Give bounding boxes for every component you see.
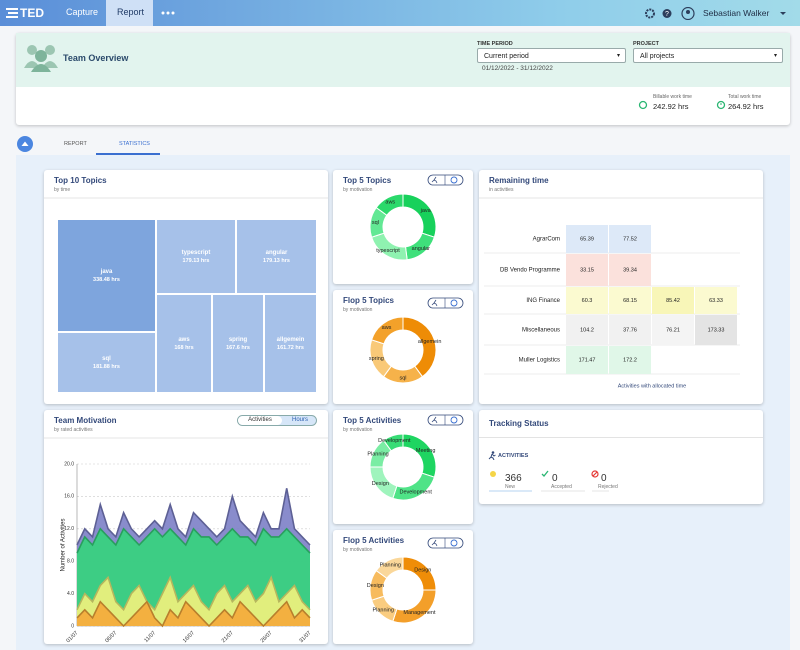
treemap-value: 161.72 hrs xyxy=(277,345,304,351)
treemap-label: typescript xyxy=(182,250,211,256)
row-label: Muller Logistics xyxy=(519,358,560,364)
cell-value: 173.33 xyxy=(708,327,725,333)
donut-label: aws xyxy=(382,325,392,331)
donut-label: Design xyxy=(367,583,384,589)
donut-segment xyxy=(372,233,408,260)
x-tick-label: 26/07 xyxy=(260,630,274,644)
y-tick-label: 4.0 xyxy=(67,591,74,597)
treemap-value: 179.13 hrs xyxy=(183,258,210,264)
cell-value: 60.3 xyxy=(582,298,593,304)
donut-label: Design xyxy=(372,481,389,487)
treemap-value: 168 hrs xyxy=(174,345,193,351)
treemap-value: 179.13 hrs xyxy=(263,258,290,264)
toggle xyxy=(428,298,463,308)
treemap-value: 181.88 hrs xyxy=(93,364,120,370)
cell-value: 39.34 xyxy=(623,267,637,273)
cell-value: 37.76 xyxy=(623,327,637,333)
treemap-value: 167.6 hrs xyxy=(226,345,250,351)
x-tick-label: 16/07 xyxy=(182,630,196,644)
cell-value: 171.47 xyxy=(579,357,596,363)
cell-value: 33.15 xyxy=(580,267,594,273)
toggle xyxy=(428,538,463,548)
row-label: DB Vendo Programme xyxy=(500,268,561,274)
donut-label: Management xyxy=(403,610,436,616)
y-tick-label: 20.0 xyxy=(64,461,74,467)
row-label: Miscellaneous xyxy=(522,328,560,334)
treemap-cell xyxy=(237,220,316,293)
cell-value: 104.2 xyxy=(580,327,594,333)
row-label: ING Finance xyxy=(526,298,560,304)
y-axis-title: Number of Activities xyxy=(61,518,67,571)
y-tick-label: 16.0 xyxy=(64,494,74,500)
donut-label: Design xyxy=(414,568,431,574)
toggle xyxy=(428,415,463,425)
treemap-value: 338.48 hrs xyxy=(93,277,120,283)
treemap-cell xyxy=(157,295,211,392)
cell-value: 65.39 xyxy=(580,236,594,242)
treemap-label: spring xyxy=(229,337,248,343)
donut-segment xyxy=(403,194,436,237)
x-tick-label: 06/07 xyxy=(104,630,118,644)
donut-segment xyxy=(393,473,435,500)
donut-label: spring xyxy=(369,356,384,362)
treemap-label: sql xyxy=(102,356,111,362)
donut-label: aws xyxy=(385,200,395,206)
cell-value: 172.2 xyxy=(623,357,637,363)
treemap-label: aws xyxy=(178,337,190,343)
treemap-label: java xyxy=(100,269,113,275)
x-tick-label: 21/07 xyxy=(221,630,235,644)
donut-label: Planning xyxy=(367,452,388,458)
donut-label: java xyxy=(420,208,432,214)
x-tick-label: 31/07 xyxy=(298,630,312,644)
cell-value: 76.21 xyxy=(666,327,680,333)
row-label: AgrarCom xyxy=(533,237,560,243)
cell-value: 68.15 xyxy=(623,298,637,304)
donut-label: sql xyxy=(399,375,406,381)
cell-value: 63.33 xyxy=(709,298,723,304)
donut-segment xyxy=(403,317,436,377)
y-tick-label: 8.0 xyxy=(67,559,74,565)
donut-label: typescript xyxy=(376,248,400,254)
heatmap-footer: Activities with allocated time xyxy=(618,383,686,389)
treemap-cell xyxy=(157,220,235,293)
x-tick-label: 01/07 xyxy=(65,630,79,644)
donut-label: Planning xyxy=(380,563,401,569)
y-tick-label: 0 xyxy=(71,623,74,629)
donut-label: Development xyxy=(378,438,411,444)
donut-label: angular xyxy=(412,246,431,252)
treemap-cell xyxy=(58,220,155,331)
treemap-cell xyxy=(213,295,263,392)
donut-segment xyxy=(393,590,436,623)
treemap-cell xyxy=(265,295,316,392)
toggle xyxy=(428,175,463,185)
treemap-label: angular xyxy=(266,250,288,256)
donut-label: Planning xyxy=(372,607,393,613)
treemap-label: allgemein xyxy=(277,337,305,343)
donut-label: allgemein xyxy=(418,339,442,345)
donut-label: sql xyxy=(372,220,379,226)
donut-label: Meeting xyxy=(416,448,436,454)
x-tick-label: 11/07 xyxy=(143,630,157,644)
donut-label: Development xyxy=(400,489,433,495)
cell-value: 85.42 xyxy=(666,298,680,304)
treemap-cell xyxy=(58,333,155,392)
cell-value: 77.52 xyxy=(623,236,637,242)
